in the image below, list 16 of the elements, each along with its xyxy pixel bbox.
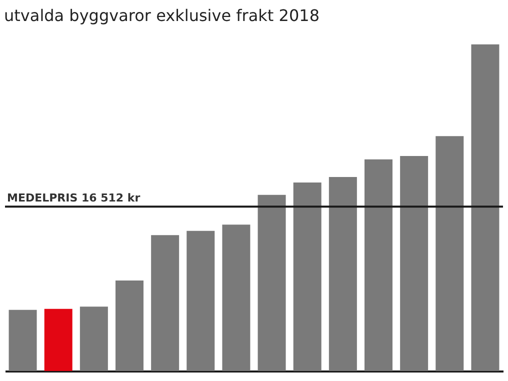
- bar: [8, 310, 37, 371]
- bar: [293, 182, 322, 371]
- bar: [44, 308, 72, 371]
- bar: [258, 194, 286, 371]
- bar: [364, 159, 392, 371]
- bar: [151, 235, 180, 371]
- bar: [80, 306, 108, 371]
- chart-title: utvalda byggvaror exklusive frakt 2018: [4, 6, 320, 25]
- bar: [328, 176, 357, 371]
- bar: [436, 136, 464, 371]
- bar: [186, 230, 215, 371]
- bar: [471, 44, 500, 371]
- bar: [222, 224, 250, 371]
- bar: [400, 156, 428, 371]
- ref-line-label: MEDELPRIS 16 512 kr: [7, 192, 141, 205]
- bar: [116, 280, 144, 371]
